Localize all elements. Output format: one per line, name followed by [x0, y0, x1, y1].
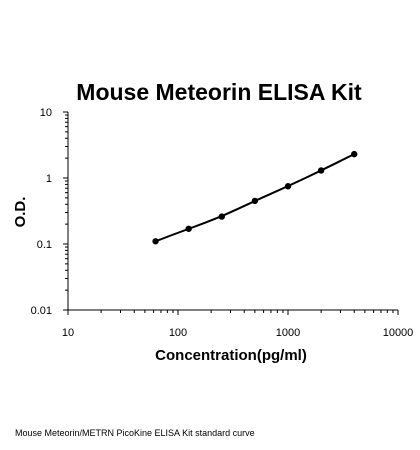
- y-tick-label: 0.1: [37, 239, 52, 251]
- y-tick-label: 1: [46, 173, 52, 185]
- data-point: [351, 150, 358, 158]
- chart-title: Mouse Meteorin ELISA Kit: [76, 79, 362, 105]
- figure-caption: Mouse Meteorin/METRN PicoKine ELISA Kit …: [15, 428, 255, 438]
- data-point: [152, 238, 159, 245]
- x-tick-label: 10: [62, 327, 74, 339]
- y-axis-label: O.D.: [12, 197, 29, 228]
- y-tick-label: 10: [40, 107, 52, 119]
- data-points: [152, 150, 358, 245]
- y-tick-label: 0.01: [31, 305, 52, 317]
- x-axis-label: Concentration(pg/ml): [155, 347, 307, 364]
- y-tick-labels: 0.01 0.1 1 10: [31, 107, 52, 317]
- data-point: [251, 197, 259, 205]
- x-tick-labels: 10 100 1000 10000: [62, 327, 413, 339]
- data-point: [284, 183, 292, 190]
- data-point: [218, 213, 225, 220]
- x-tick-label: 1000: [276, 327, 300, 339]
- data-point: [317, 167, 325, 174]
- data-point: [185, 225, 192, 232]
- x-tick-label: 10000: [383, 327, 414, 339]
- x-tick-label: 100: [169, 327, 187, 339]
- axes: [63, 111, 399, 315]
